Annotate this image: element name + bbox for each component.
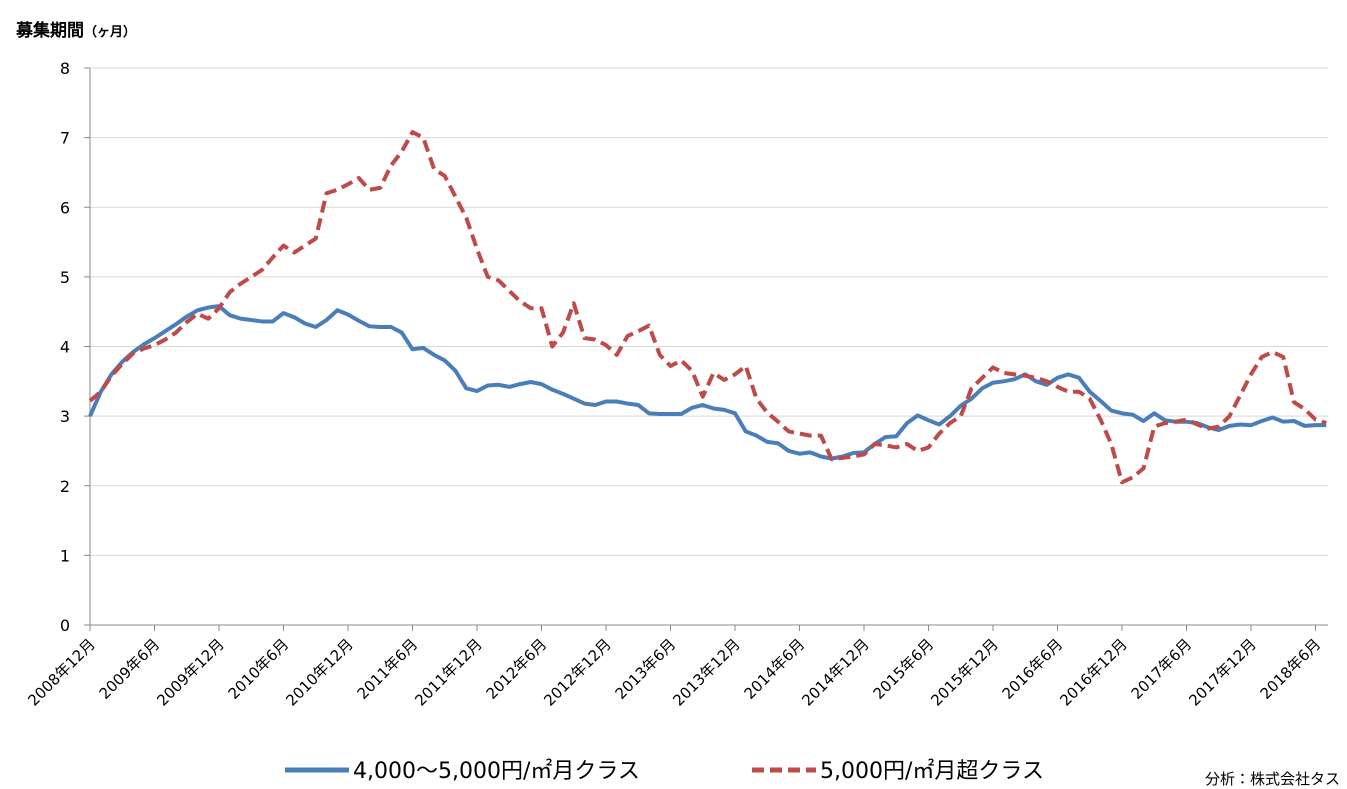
title: 募集期間 bbox=[15, 20, 84, 41]
y-tick-label: 0 bbox=[60, 616, 70, 635]
x-tick-label: 2014年12月 bbox=[798, 635, 872, 709]
x-tick-label: 2015年12月 bbox=[927, 635, 1001, 709]
y-tick-label: 3 bbox=[60, 407, 70, 426]
x-tick-label: 2011年12月 bbox=[411, 635, 485, 709]
y-tick-label: 5 bbox=[60, 268, 70, 287]
y-tick-label: 6 bbox=[60, 198, 70, 217]
x-tick-label: 2015年6月 bbox=[870, 635, 938, 703]
legend-label: 5,000円/㎡月超クラス bbox=[820, 758, 1044, 784]
series-line bbox=[88, 130, 1327, 485]
x-tick-label: 2012年12月 bbox=[540, 635, 614, 709]
x-tick-label: 2017年6月 bbox=[1128, 635, 1196, 703]
source-note: 分析：株式会社タス bbox=[1205, 770, 1340, 788]
unit: （ヶ月） bbox=[84, 24, 136, 40]
x-tick-label: 2013年12月 bbox=[669, 635, 743, 709]
x-tick-label: 2008年12月 bbox=[24, 635, 98, 709]
x-tick-label: 2009年6月 bbox=[96, 635, 164, 703]
x-tick-label: 2013年6月 bbox=[612, 635, 680, 703]
y-tick-label: 8 bbox=[60, 59, 70, 78]
series-line bbox=[88, 304, 1327, 461]
x-tick-label: 2009年12月 bbox=[153, 635, 227, 709]
x-tick-label: 2012年6月 bbox=[483, 635, 551, 703]
x-tick-label: 2016年12月 bbox=[1056, 635, 1130, 709]
y-tick-label: 1 bbox=[60, 546, 70, 565]
x-tick-label: 2014年6月 bbox=[741, 635, 809, 703]
x-tick-label: 2010年6月 bbox=[225, 635, 293, 703]
y-tick-label: 2 bbox=[60, 477, 70, 496]
y-tick-label: 7 bbox=[60, 129, 70, 148]
legend-label: 4,000～5,000円/㎡月クラス bbox=[353, 758, 640, 784]
x-tick-label: 2018年6月 bbox=[1257, 635, 1325, 703]
y-tick-label: 4 bbox=[60, 338, 70, 357]
x-tick-label: 2010年12月 bbox=[282, 635, 356, 709]
x-tick-label: 2017年12月 bbox=[1185, 635, 1259, 709]
x-tick-label: 2011年6月 bbox=[354, 635, 422, 703]
x-tick-label: 2016年6月 bbox=[999, 635, 1067, 703]
chart-title: 募集期間（ヶ月） bbox=[15, 20, 136, 41]
